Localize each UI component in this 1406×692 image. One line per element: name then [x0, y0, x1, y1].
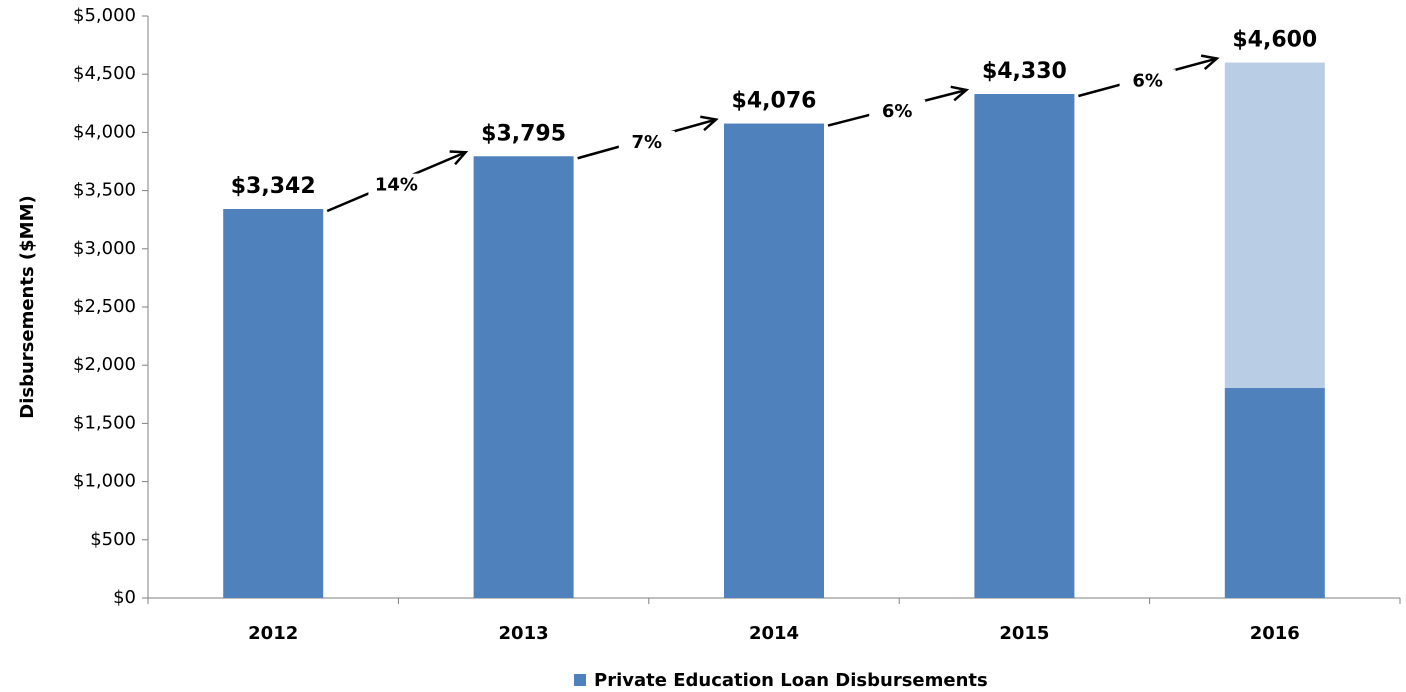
bar: [974, 93, 1075, 598]
legend-swatch: [574, 674, 586, 686]
growth-label: 7%: [632, 132, 663, 153]
label-bg: [869, 99, 926, 124]
y-tick-label: $1,500: [73, 412, 136, 433]
y-tick-label: $4,000: [73, 121, 136, 142]
arrow-head: [700, 115, 719, 132]
growth-label: 6%: [882, 101, 913, 122]
y-tick-label: $5,000: [73, 5, 136, 26]
x-tick-label: 2016: [1250, 623, 1300, 644]
x-tick-label: 2012: [248, 623, 298, 644]
x-tick-label: 2013: [499, 623, 549, 644]
label-bg: [618, 130, 675, 155]
bar: [724, 123, 824, 599]
arrow-head: [1200, 54, 1220, 70]
growth-label: 14%: [375, 175, 418, 196]
y-tick-label: $2,000: [73, 354, 136, 375]
bar: [1224, 62, 1325, 389]
y-axis-label: Disbursements ($MM): [17, 195, 38, 419]
data-label: $4,330: [982, 59, 1067, 84]
y-tick-label: $4,500: [73, 63, 136, 84]
y-tick-label: $0: [113, 587, 136, 608]
label-bg: [1119, 69, 1176, 94]
data-label: $4,076: [732, 89, 817, 114]
growth-label: 6%: [1132, 70, 1163, 91]
legend-label: Private Education Loan Disbursements: [594, 670, 988, 691]
y-tick-label: $3,500: [73, 180, 136, 201]
total-label: $4,600: [1232, 28, 1317, 53]
x-tick-label: 2014: [749, 623, 799, 644]
bar: [223, 208, 324, 598]
data-label: $3,342: [231, 174, 316, 199]
bar: [1224, 388, 1325, 598]
label-bg: [368, 173, 425, 198]
arrow-head: [950, 85, 970, 102]
y-tick-label: $1,000: [73, 471, 136, 492]
y-tick-label: $500: [90, 529, 136, 550]
bar: [473, 156, 574, 598]
y-tick-label: $2,500: [73, 296, 136, 317]
x-tick-label: 2015: [999, 623, 1049, 644]
data-label: $3,795: [481, 121, 566, 146]
y-tick-label: $3,000: [73, 238, 136, 259]
arrow-head: [449, 150, 469, 166]
